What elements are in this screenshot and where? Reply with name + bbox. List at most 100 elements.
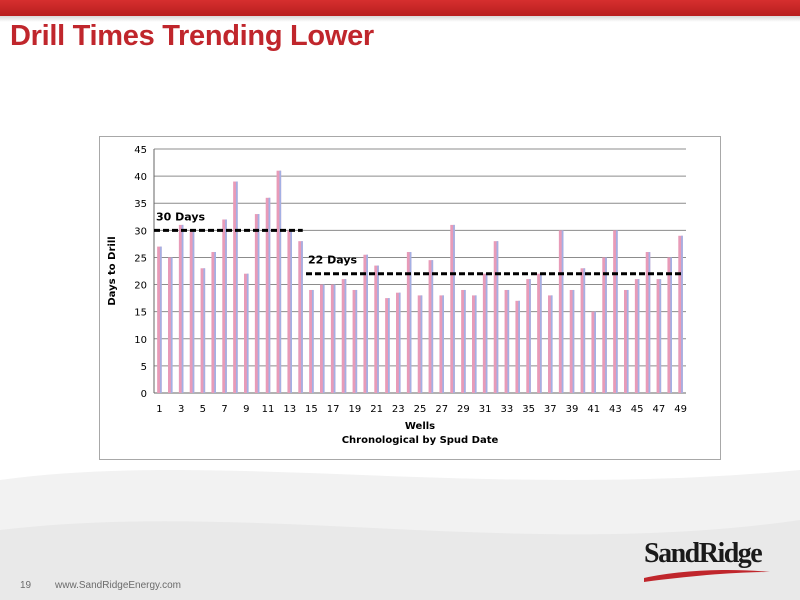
bar-fill: [385, 298, 390, 393]
x-tick-label: 19: [348, 404, 361, 415]
footer-url[interactable]: www.SandRidgeEnergy.com: [55, 580, 181, 591]
x-axis-title: Wells: [405, 421, 435, 432]
bar-highlight: [605, 257, 607, 393]
bar-well-33: [504, 289, 510, 393]
bar-fill: [656, 279, 662, 393]
bar-fill: [504, 289, 510, 393]
bar-well-19: [352, 289, 358, 393]
y-tick-label: 25: [134, 253, 147, 264]
bar-highlight: [539, 273, 542, 393]
bar-highlight: [615, 230, 618, 393]
page-number: 19: [20, 580, 32, 591]
bar-highlight: [279, 170, 282, 393]
bar-fill: [254, 214, 260, 393]
x-tick-label: 17: [327, 404, 340, 415]
bar-well-13: [287, 230, 292, 393]
x-tick-label: 5: [200, 404, 206, 415]
bar-well-37: [548, 295, 553, 393]
x-tick-label: 9: [243, 404, 249, 415]
bar-highlight: [409, 252, 412, 393]
bar-highlight: [594, 311, 596, 393]
y-tick-label: 15: [134, 308, 147, 319]
reference-line-label: 22 Days: [308, 254, 358, 267]
slide-title: Drill Times Trending Lower: [10, 20, 374, 52]
bar-well-17: [330, 284, 336, 393]
x-tick-label: 15: [305, 404, 318, 415]
chart-frame: 0 5 10 15 20 25 30 35 40 45 1 3 5 7 9 11 13 15 17 19 21 23 25 2…: [99, 136, 721, 460]
top-banner-shadow: [0, 16, 800, 22]
bar-well-3: [178, 224, 184, 393]
bar-highlight: [170, 257, 173, 393]
bar-fill: [493, 241, 499, 393]
bar-well-10: [254, 214, 260, 393]
bar-well-11: [265, 197, 271, 393]
bar-well-47: [656, 279, 662, 393]
x-tick-label: 29: [457, 404, 470, 415]
bar-highlight: [355, 289, 358, 393]
reference-line-label: 30 Days: [156, 210, 206, 223]
bar-highlight: [681, 235, 683, 393]
bar-fill: [374, 265, 379, 393]
bar-fill: [580, 268, 586, 393]
bar-fill: [309, 289, 314, 393]
bar-well-23: [396, 292, 401, 393]
bar-fill: [265, 197, 271, 393]
bar-highlight: [583, 268, 586, 393]
bar-well-42: [602, 257, 607, 393]
bar-fill: [613, 230, 618, 393]
bar-well-34: [515, 300, 520, 393]
x-tick-label: 23: [392, 404, 405, 415]
bar-highlight: [529, 279, 531, 393]
bar-highlight: [572, 289, 575, 393]
bar-well-6: [211, 252, 216, 393]
bar-highlight: [366, 254, 368, 393]
bar-fill: [341, 279, 347, 393]
bar-highlight: [290, 230, 292, 393]
bar-highlight: [485, 273, 488, 393]
bar-fill: [624, 289, 629, 393]
bar-fill: [558, 230, 564, 393]
y-tick-label: 45: [134, 145, 147, 156]
x-tick-label: 43: [609, 404, 622, 415]
bar-well-25: [417, 295, 423, 393]
bar-fill: [200, 268, 206, 393]
bar-well-38: [558, 230, 564, 393]
logo-swoosh-icon: [644, 570, 770, 582]
bar-fill: [330, 284, 336, 393]
bar-well-30: [472, 295, 477, 393]
bar-fill: [396, 292, 401, 393]
y-tick-label: 10: [134, 335, 147, 346]
bar-highlight: [268, 197, 271, 393]
bar-well-27: [439, 295, 444, 393]
bar-fill: [222, 219, 227, 393]
bar-well-2: [168, 257, 173, 393]
bar-fill: [276, 170, 282, 393]
bar-highlight: [453, 224, 455, 393]
bar-well-16: [320, 284, 325, 393]
y-tick-label: 5: [141, 362, 147, 373]
bar-well-43: [613, 230, 618, 393]
bar-well-14: [298, 241, 303, 393]
bar-well-32: [493, 241, 499, 393]
y-tick-label: 35: [134, 199, 147, 210]
bar-well-22: [385, 298, 390, 393]
bar-fill: [363, 254, 368, 393]
bar-highlight: [192, 230, 195, 393]
bar-highlight: [496, 241, 499, 393]
bar-highlight: [431, 260, 434, 393]
bar-fill: [645, 252, 651, 393]
bar-well-15: [309, 289, 314, 393]
bar-highlight: [442, 295, 444, 393]
x-tick-label: 45: [631, 404, 644, 415]
bar-highlight: [637, 279, 640, 393]
bar-well-20: [363, 254, 368, 393]
y-axis-title: Days to Drill: [107, 236, 118, 305]
bar-well-31: [482, 273, 488, 393]
bar-highlight: [518, 300, 520, 393]
bar-fill: [482, 273, 488, 393]
bar-fill: [298, 241, 303, 393]
x-tick-label: 3: [178, 404, 184, 415]
y-tick-label: 20: [134, 281, 147, 292]
bar-highlight: [463, 289, 466, 393]
